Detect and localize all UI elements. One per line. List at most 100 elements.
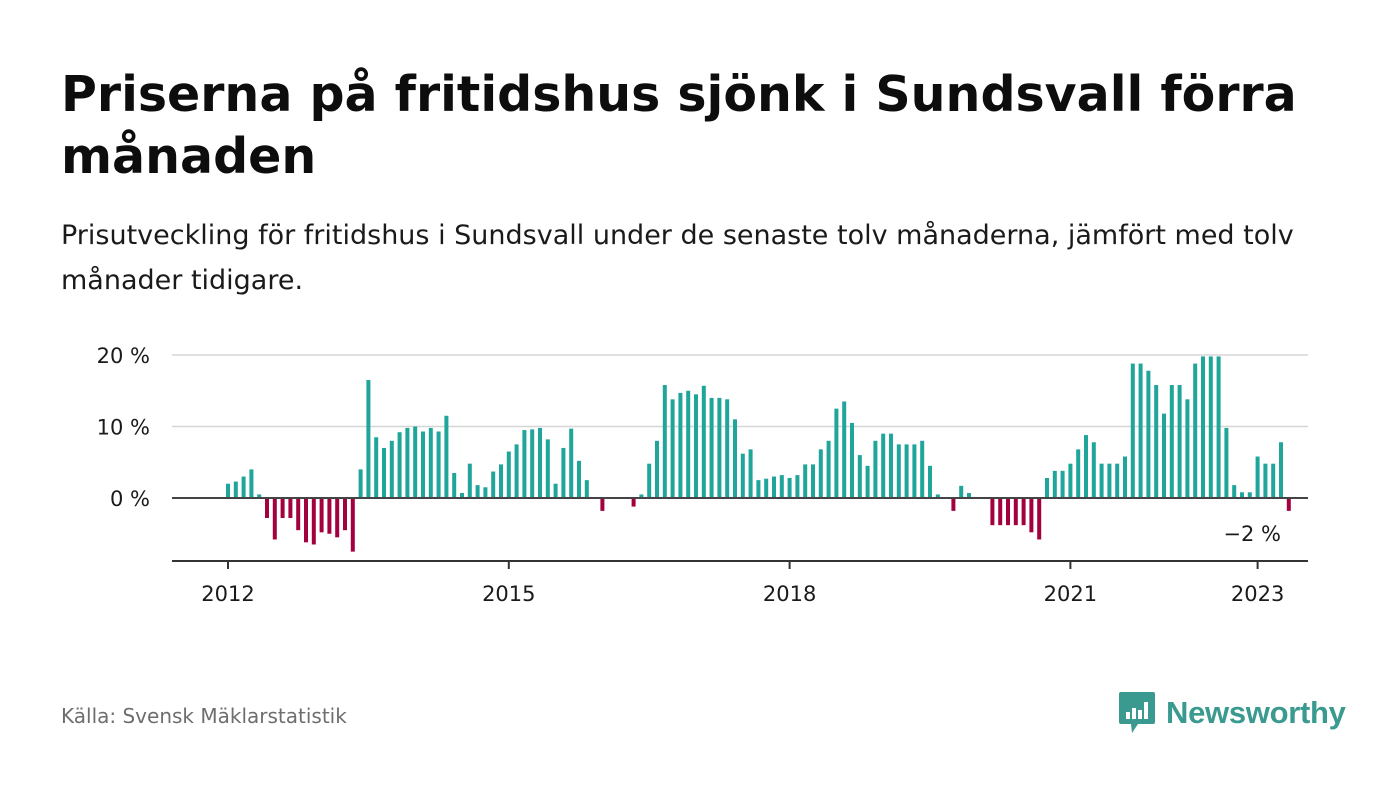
bar-negative	[1006, 498, 1010, 526]
bar-negative	[343, 498, 347, 531]
bar-positive	[889, 433, 893, 498]
bar-positive	[694, 394, 698, 498]
bar-positive	[475, 485, 480, 498]
bar-positive	[405, 427, 410, 498]
bar-positive	[740, 453, 745, 498]
bar-positive	[834, 408, 839, 499]
bar-positive	[1177, 385, 1182, 498]
bar-positive	[428, 427, 433, 498]
bar-positive	[467, 463, 472, 498]
chart-title: Priserna på fritidshus sjönk i Sundsvall…	[61, 66, 1297, 185]
bar-negative	[304, 498, 308, 543]
bar-positive	[725, 399, 730, 498]
end-value-label: −2 %	[1223, 522, 1281, 546]
bar-positive	[787, 477, 792, 498]
bar-positive	[1255, 456, 1260, 498]
bar-positive	[569, 428, 574, 498]
y-tick-label: 10 %	[97, 416, 150, 440]
bar-positive	[389, 440, 394, 498]
bar-negative	[350, 498, 355, 552]
bar-positive	[561, 447, 566, 498]
bar-positive	[382, 447, 386, 498]
bar-negative	[265, 498, 269, 519]
bar-positive	[717, 397, 722, 498]
bar-negative	[631, 498, 636, 507]
bar-negative	[327, 498, 332, 534]
bar-positive	[967, 493, 971, 498]
bar-positive	[701, 385, 706, 498]
bar-positive	[538, 427, 542, 498]
bar-negative	[1037, 498, 1042, 540]
bar-positive	[670, 399, 675, 498]
bar-positive	[803, 464, 808, 498]
bar-positive	[233, 481, 238, 499]
bar-positive	[1232, 485, 1237, 498]
bar-positive	[584, 480, 589, 499]
bar-positive	[257, 494, 262, 499]
bar-negative	[288, 498, 293, 519]
bar-positive	[748, 449, 753, 498]
bar-positive	[779, 475, 784, 498]
bar-positive	[1107, 463, 1112, 498]
bar-positive	[491, 471, 496, 499]
bar-positive	[1146, 370, 1151, 498]
bar-positive	[1208, 356, 1213, 498]
bar-positive	[881, 433, 886, 498]
bar-negative	[1021, 498, 1026, 526]
bar-positive	[826, 440, 831, 498]
bar-positive	[912, 444, 917, 499]
bar-positive	[709, 397, 714, 498]
bar-positive	[1130, 363, 1135, 498]
bar-positive	[904, 444, 909, 499]
x-tick-label: 2021	[1044, 582, 1097, 606]
bar-positive	[577, 460, 581, 498]
bar-positive	[772, 476, 776, 498]
bar-positive	[460, 493, 464, 498]
chart-subtitle: Prisutveckling för fritidshus i Sundsval…	[61, 220, 1294, 296]
bar-negative	[951, 498, 956, 511]
bar-positive	[1099, 463, 1104, 498]
bar-positive	[935, 494, 940, 499]
bar-positive	[249, 469, 254, 498]
bar-negative	[319, 498, 324, 533]
bar-negative	[280, 498, 285, 519]
bar-positive	[374, 437, 379, 499]
bar-positive	[499, 464, 503, 498]
bar-positive	[1154, 385, 1159, 498]
bar-negative	[998, 498, 1003, 526]
bar-positive	[896, 444, 901, 499]
bar-positive	[1115, 463, 1120, 498]
y-tick-label: 20 %	[97, 344, 150, 368]
x-axis-ticks: 2012 2015 2018 2021 2023	[201, 561, 1284, 606]
brand-name: Newsworthy	[1166, 695, 1346, 730]
bar-positive	[857, 455, 862, 498]
bar-positive	[1224, 427, 1229, 498]
bar-negative	[990, 498, 995, 526]
bar-positive	[1138, 363, 1143, 498]
bar-positive	[553, 483, 558, 498]
bar-positive	[1091, 442, 1096, 498]
bar-positive	[959, 485, 964, 499]
bar-positive	[514, 444, 519, 499]
bar-positive	[1271, 463, 1276, 498]
bar-negative	[311, 498, 316, 545]
bar-positive	[413, 426, 418, 498]
bar-positive	[647, 463, 652, 498]
source-text: Källa: Svensk Mäklarstatistik	[61, 704, 347, 728]
bar-negative	[272, 498, 277, 540]
bar-positive	[522, 430, 527, 498]
x-tick-label: 2012	[201, 582, 254, 606]
bar-negative	[600, 498, 605, 511]
newsworthy-logo-icon	[1119, 692, 1155, 733]
bar-positive	[226, 483, 230, 498]
bar-positive	[686, 390, 691, 498]
bar-positive	[795, 475, 800, 498]
brand-logo[interactable]: Newsworthy	[1118, 690, 1346, 736]
bar-positive	[366, 380, 371, 498]
bar-positive	[1193, 363, 1198, 498]
bar-negative	[1286, 498, 1291, 511]
bar-positive	[545, 439, 550, 498]
gridlines	[172, 354, 1308, 428]
bar-positive	[1216, 356, 1221, 498]
